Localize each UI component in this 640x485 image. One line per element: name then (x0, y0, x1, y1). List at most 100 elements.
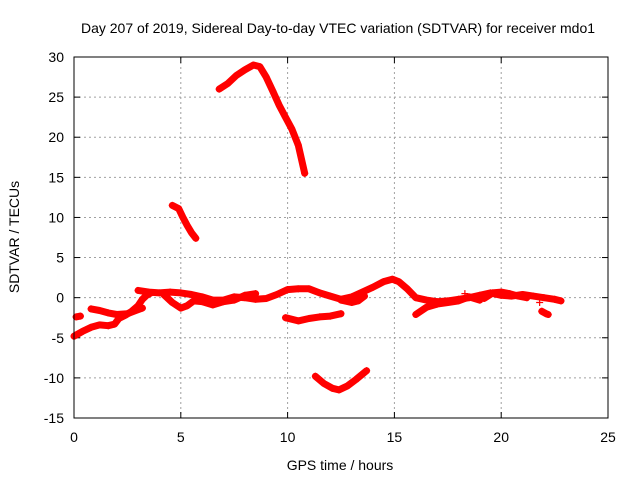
data-point (87, 305, 95, 313)
data-point (79, 327, 87, 335)
data-point (301, 169, 309, 177)
data-point (480, 294, 488, 302)
data-point (337, 310, 345, 318)
data-point (123, 310, 131, 318)
data-point (192, 234, 200, 242)
data-point (224, 79, 232, 87)
data-point (87, 323, 95, 331)
series-arc-late-twenty (480, 288, 531, 302)
data-point (96, 321, 104, 329)
data-point (294, 141, 302, 149)
y-axis-label: SDTVAR / TECUs (6, 181, 22, 293)
data-point (422, 303, 430, 311)
data-point (179, 213, 187, 221)
series-arc-mid-high (168, 201, 200, 242)
data-point (422, 296, 430, 304)
series-arc-late-neg (281, 310, 345, 325)
x-tick-label: 20 (493, 429, 509, 445)
series-arc-top-high (215, 61, 309, 177)
data-point (284, 286, 292, 294)
data-point (497, 288, 505, 296)
data-point (316, 289, 324, 297)
data-point (514, 292, 522, 300)
data-point (335, 386, 343, 394)
data-point (138, 295, 146, 303)
data-point (288, 125, 296, 133)
y-tick-label: 5 (56, 250, 64, 266)
data-point (433, 300, 441, 308)
y-tick-label: 15 (48, 169, 64, 185)
data-point (252, 290, 260, 298)
data-point (241, 66, 249, 74)
data-point (326, 292, 334, 300)
data-point (198, 298, 206, 306)
data-point (168, 201, 176, 209)
data-point (388, 275, 396, 283)
data-point (337, 296, 345, 304)
y-tick-label: 30 (48, 49, 64, 65)
data-point (465, 293, 473, 301)
y-tick-label: 25 (48, 89, 64, 105)
series-arc-late-dip (337, 292, 368, 306)
data-point (230, 296, 238, 304)
data-point (177, 289, 185, 297)
data-point (166, 288, 174, 296)
data-point (489, 289, 497, 297)
data-point (444, 298, 452, 306)
chart-title: Day 207 of 2019, Sidereal Day-to-day VTE… (81, 20, 595, 36)
data-point (104, 322, 112, 330)
data-point (275, 101, 283, 109)
data-point (343, 382, 351, 390)
data-point (305, 285, 313, 293)
data-point (328, 384, 336, 392)
data-point (320, 380, 328, 388)
x-axis-label: GPS time / hours (287, 457, 394, 473)
data-point (262, 294, 270, 302)
data-point (316, 313, 324, 321)
data-point (305, 315, 313, 323)
data-series (70, 61, 565, 394)
data-point (132, 307, 140, 315)
y-tick-labels: -15 -10 -5 0 5 10 15 20 25 30 (44, 49, 64, 426)
data-point (160, 290, 168, 298)
data-point (281, 113, 289, 121)
x-tick-label: 25 (600, 429, 616, 445)
data-point (177, 304, 185, 312)
x-tick-label: 10 (280, 429, 296, 445)
data-point (232, 71, 240, 79)
data-point (262, 73, 270, 81)
data-point (395, 278, 403, 286)
data-point (145, 288, 153, 296)
data-point (104, 309, 112, 317)
data-point (403, 285, 411, 293)
data-point (326, 312, 334, 320)
data-point (190, 297, 198, 305)
data-point (311, 372, 319, 380)
data-point (215, 85, 223, 93)
data-point (168, 298, 176, 306)
series-arc-dip-five (160, 290, 260, 312)
data-point (187, 229, 195, 237)
data-point (360, 292, 368, 300)
data-point (557, 297, 565, 305)
series-arc-early-flat (87, 304, 146, 319)
data-point (294, 317, 302, 325)
data-point (412, 294, 420, 302)
data-point (352, 375, 360, 383)
data-point (134, 286, 142, 294)
data-point (183, 221, 191, 229)
series-trace (168, 201, 200, 242)
data-point (454, 297, 462, 305)
data-point (294, 285, 302, 293)
data-point (281, 314, 289, 322)
plot-frame (73, 56, 609, 419)
x-tick-label: 5 (177, 429, 185, 445)
y-tick-label: -5 (52, 330, 65, 346)
data-point (220, 298, 228, 306)
x-tick-label: 0 (70, 429, 78, 445)
x-tick-label: 15 (387, 429, 403, 445)
data-point (113, 311, 121, 319)
data-point (551, 295, 559, 303)
